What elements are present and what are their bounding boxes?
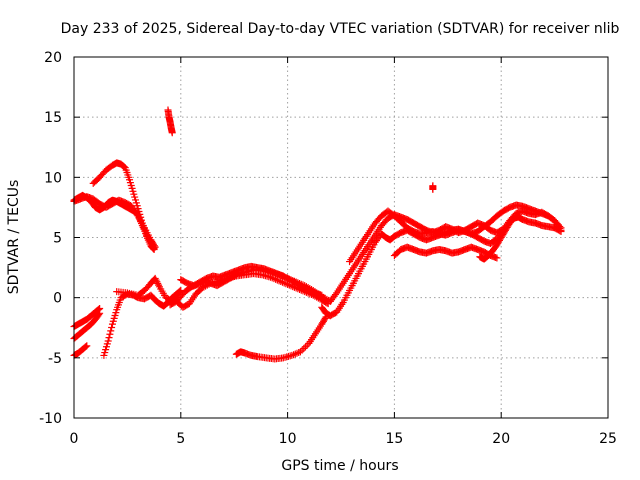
data-point <box>288 351 296 359</box>
data-point <box>154 279 162 287</box>
data-point <box>302 343 310 351</box>
data-point <box>290 351 298 359</box>
data-point <box>556 227 564 235</box>
data-point <box>153 278 161 286</box>
data-point <box>331 291 339 299</box>
series-arc-d <box>164 106 176 137</box>
y-axis-label: SDTVAR / TECUs <box>6 180 22 295</box>
data-point <box>108 324 116 332</box>
data-point <box>104 337 112 345</box>
data-point <box>120 162 128 170</box>
x-tick-label: 5 <box>176 431 185 447</box>
chart-title: Day 233 of 2025, Sidereal Day-to-day VTE… <box>61 21 620 37</box>
series-arc-f <box>70 304 104 331</box>
data-point <box>168 129 176 137</box>
y-tick-label: -10 <box>39 411 62 427</box>
x-axis-label: GPS time / hours <box>281 458 398 474</box>
y-tick-label: 10 <box>44 170 62 186</box>
series-arc-h <box>70 342 91 359</box>
data-point <box>278 278 286 286</box>
data-point <box>318 291 326 299</box>
series-arc-l <box>177 262 326 299</box>
data-point <box>280 279 288 287</box>
series-arc-p <box>346 207 507 266</box>
data-point <box>95 311 103 319</box>
data-point <box>284 280 292 288</box>
data-point <box>107 327 115 335</box>
series-arc-i <box>100 286 185 359</box>
data-point <box>493 254 501 262</box>
x-tick-label: 15 <box>385 431 403 447</box>
data-point <box>267 273 275 281</box>
data-point <box>321 314 329 322</box>
data-point <box>429 185 437 193</box>
data-point <box>277 278 285 286</box>
data-point <box>149 244 157 252</box>
data-point <box>152 276 160 284</box>
data-point <box>291 350 299 358</box>
data-point <box>106 330 114 338</box>
data-point <box>296 348 304 356</box>
data-point <box>323 299 331 307</box>
data-point <box>120 163 128 171</box>
x-tick-label: 20 <box>492 431 510 447</box>
y-tick-label: 0 <box>53 291 62 307</box>
data-point <box>81 343 89 351</box>
x-tick-label: 10 <box>279 431 297 447</box>
data-point <box>275 277 283 285</box>
data-point <box>105 334 113 342</box>
data-point <box>205 280 213 288</box>
data-point <box>151 274 159 282</box>
y-tick-label: -5 <box>48 351 62 367</box>
data-point <box>270 275 278 283</box>
series-arc-c <box>89 159 158 254</box>
data-point <box>268 274 276 282</box>
y-tick-label: 20 <box>44 50 62 66</box>
axis-ticks: 0 5 10 15 20 25 -10 -5 0 5 10 15 20 <box>39 50 617 447</box>
data-point <box>272 275 280 283</box>
data-point <box>82 343 90 351</box>
data-point <box>298 346 306 354</box>
data-point <box>149 245 157 253</box>
data-point <box>150 246 158 254</box>
data-points <box>70 106 565 363</box>
grid-lines <box>74 57 608 418</box>
data-point <box>300 344 308 352</box>
data-point <box>155 281 163 289</box>
data-point <box>303 341 311 349</box>
data-point <box>282 280 290 288</box>
x-tick-label: 25 <box>599 431 617 447</box>
data-point <box>557 227 565 235</box>
data-point <box>293 349 301 357</box>
data-point <box>83 342 91 350</box>
series-arc-e <box>429 182 437 193</box>
series-arc-m <box>232 313 330 363</box>
series-arc-r <box>476 213 565 263</box>
y-tick-label: 15 <box>44 110 62 126</box>
y-tick-label: 5 <box>53 231 62 247</box>
data-point <box>96 309 104 317</box>
data-point <box>273 276 281 284</box>
x-tick-label: 0 <box>70 431 79 447</box>
